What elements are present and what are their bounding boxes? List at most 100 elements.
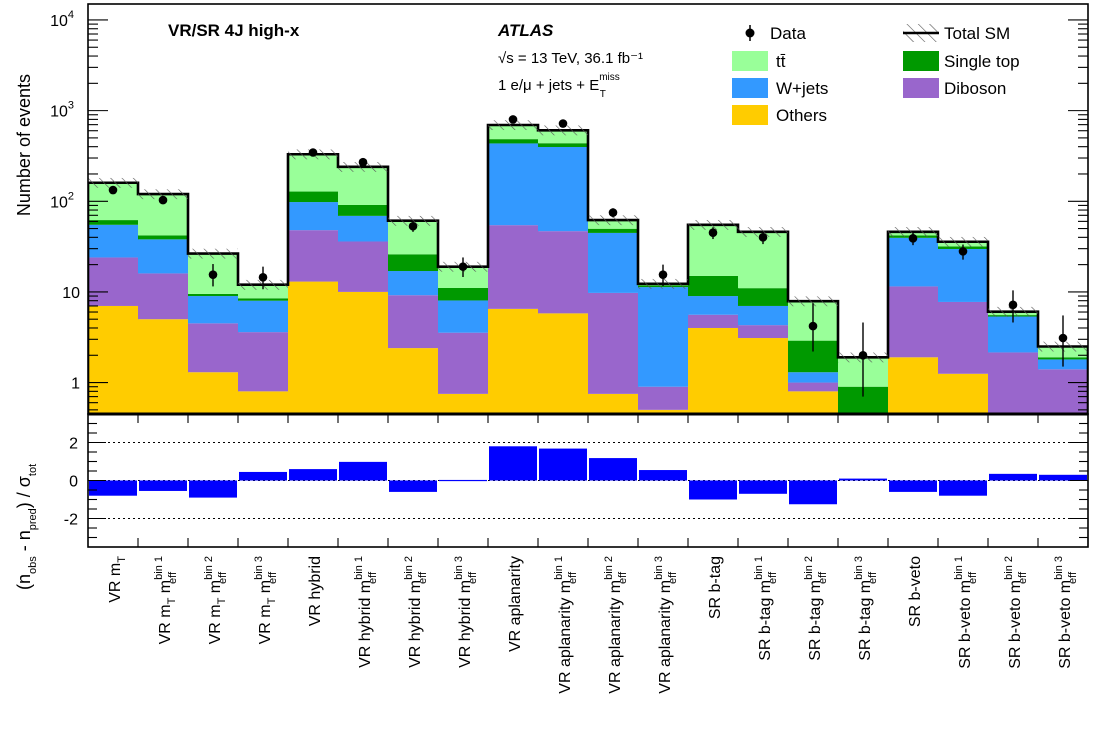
bar-diboson-6	[338, 241, 389, 292]
bar-w-jets-11	[588, 232, 639, 293]
experiment-label: ATLAS	[497, 21, 554, 40]
ratio-bar-12	[639, 470, 687, 481]
bar-diboson-14	[738, 325, 789, 339]
bar-single-top-3	[188, 293, 239, 297]
bar-diboson-18	[938, 301, 989, 374]
x-category-label-5: VR hybrid	[307, 556, 324, 626]
bar-others-4	[238, 391, 289, 414]
legend: Data Total SM tt̄ Single top W+jets Dibo…	[732, 24, 1020, 125]
bar-others-15	[788, 391, 839, 414]
bar-w-jets-7	[388, 271, 439, 296]
x-category-label-20: SR b-veto mbin 3 eff	[1053, 556, 1079, 669]
bar-diboson-3	[188, 323, 239, 373]
data-point-9	[508, 115, 518, 124]
ratio-bar-19	[989, 473, 1037, 481]
ratio-axis-title: (nobs - npred) / σtot	[14, 464, 39, 590]
legend-entry-total-sm: Total SM	[903, 24, 1010, 43]
ratio-bar-15	[789, 480, 837, 505]
x-category-label-12: VR aplanarity mbin 3 eff	[653, 556, 679, 694]
bar-others-5	[288, 281, 339, 414]
ratio-bar-2	[139, 480, 187, 491]
bar-w-jets-19	[988, 316, 1039, 353]
legend-entry-single-top: Single top	[903, 51, 1020, 71]
bar-single-top-6	[338, 204, 389, 216]
bar-w-jets-9	[488, 143, 539, 226]
svg-text:tt̄: tt̄	[776, 52, 786, 71]
bar-others-2	[138, 319, 189, 414]
bar-t-t--6	[338, 166, 389, 205]
x-category-label-16: SR b-tag mbin 3 eff	[853, 556, 879, 661]
bar-w-jets-4	[238, 300, 289, 333]
x-category-label-4: VR mT mbin 3 eff	[253, 556, 279, 644]
total-sm-uncertainty-17	[888, 227, 938, 237]
bar-diboson-5	[288, 230, 339, 282]
main-panel: 1 10 102 103 104	[50, 3, 1089, 416]
bar-single-top-2	[138, 235, 189, 240]
data-point-2	[158, 195, 168, 205]
total-sm-uncertainty-1	[88, 177, 138, 188]
bar-single-top-7	[388, 254, 439, 272]
y-tick-label-1: 1	[71, 376, 80, 393]
x-category-label-8: VR hybrid mbin 3 eff	[453, 556, 479, 668]
x-category-label-18: SR b-veto mbin 1 eff	[953, 556, 979, 669]
legend-entry-diboson: Diboson	[903, 78, 1006, 98]
bar-diboson-7	[388, 295, 439, 349]
y-tick-label-2: 10	[62, 285, 80, 302]
bar-w-jets-12	[638, 287, 689, 387]
ratio-tick-label-1: -2	[64, 512, 78, 529]
bar-single-top-4	[238, 298, 289, 301]
svg-text:Total SM: Total SM	[944, 24, 1010, 43]
bar-t-t--8	[438, 266, 489, 288]
total-sm-uncertainty-10	[538, 125, 588, 136]
y-tick-label-3: 102	[50, 190, 74, 211]
ratio-bar-1	[89, 480, 137, 496]
bar-diboson-2	[138, 273, 189, 320]
data-point-13	[708, 227, 718, 240]
x-category-label-13: SR b-tag	[707, 556, 724, 619]
total-sm-uncertainty-11	[588, 215, 638, 226]
svg-text:W+jets: W+jets	[776, 79, 828, 98]
bar-diboson-17	[888, 286, 939, 358]
legend-entry-data: Data	[745, 24, 806, 43]
x-category-label-17: SR b-veto	[907, 556, 924, 627]
bar-diboson-1	[88, 257, 139, 306]
data-point-18	[958, 244, 968, 260]
bar-diboson-4	[238, 332, 289, 392]
bar-w-jets-6	[338, 215, 389, 242]
ratio-bar-16	[839, 478, 887, 481]
bar-diboson-13	[688, 314, 739, 328]
bar-single-top-11	[588, 228, 639, 233]
total-sm-uncertainty-9	[488, 120, 538, 131]
bar-diboson-11	[588, 292, 639, 394]
x-category-label-2: VR mT mbin 1 eff	[153, 556, 179, 644]
total-sm-uncertainty-3	[188, 248, 238, 259]
data-point-20	[1058, 315, 1068, 367]
bar-single-top-8	[438, 287, 489, 301]
x-category-label-19: SR b-veto mbin 2 eff	[1003, 556, 1029, 669]
bar-diboson-10	[538, 231, 589, 314]
ratio-bar-8	[439, 479, 487, 482]
legend-entry-wjets: W+jets	[732, 78, 828, 98]
ratio-bar-7	[389, 480, 437, 492]
bar-diboson-19	[988, 352, 1039, 414]
bar-t-t--5	[288, 154, 339, 192]
svg-text:Data: Data	[770, 24, 806, 43]
y-tick-label-4: 103	[50, 100, 74, 121]
data-point-10	[558, 119, 568, 128]
total-sm-uncertainty-6	[338, 161, 388, 172]
legend-entry-others: Others	[732, 105, 827, 125]
x-category-label-15: SR b-tag mbin 2 eff	[803, 556, 829, 661]
bar-diboson-9	[488, 225, 539, 309]
ratio-bar-10	[539, 448, 587, 481]
bar-single-top-5	[288, 191, 339, 203]
data-point-5	[308, 148, 318, 157]
x-category-label-3: VR mT mbin 2 eff	[203, 556, 229, 644]
x-category-label-10: VR aplanarity mbin 1 eff	[553, 556, 579, 694]
bar-others-1	[88, 305, 139, 414]
bar-others-14	[738, 338, 789, 414]
bar-w-jets-1	[88, 224, 139, 258]
bar-diboson-15	[788, 382, 839, 392]
bar-others-10	[538, 313, 589, 414]
data-point-15	[808, 303, 818, 352]
